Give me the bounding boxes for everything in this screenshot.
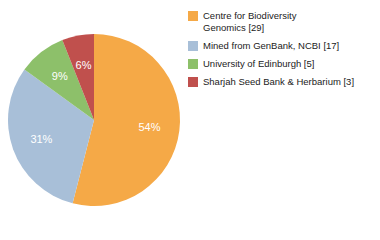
legend-swatch bbox=[188, 77, 198, 87]
data-label: 54% bbox=[138, 121, 160, 133]
pie bbox=[8, 34, 180, 206]
data-label: 6% bbox=[76, 59, 92, 71]
data-labels: 54% 31% 9% 6% bbox=[30, 59, 160, 145]
data-label: 9% bbox=[52, 70, 68, 82]
chart: 54% 31% 9% 6% Centre for BiodiversityGenomic… bbox=[0, 0, 380, 240]
legend: Centre for BiodiversityGenomics [29] Mine… bbox=[188, 10, 354, 87]
legend-item: Mined from GenBank, NCBI [17] bbox=[188, 40, 339, 51]
legend-label: Centre for BiodiversityGenomics [29] bbox=[203, 10, 297, 33]
legend-item: University of Edinburgh [5] bbox=[188, 58, 314, 69]
legend-item: Centre for BiodiversityGenomics [29] bbox=[188, 10, 297, 33]
legend-item: Sharjah Seed Bank & Herbarium [3] bbox=[188, 76, 354, 87]
legend-label: Sharjah Seed Bank & Herbarium [3] bbox=[203, 76, 354, 87]
legend-label: University of Edinburgh [5] bbox=[203, 58, 314, 69]
legend-swatch bbox=[188, 11, 198, 21]
legend-swatch bbox=[188, 41, 198, 51]
legend-label: Mined from GenBank, NCBI [17] bbox=[203, 40, 339, 51]
legend-swatch bbox=[188, 59, 198, 69]
data-label: 31% bbox=[30, 133, 52, 145]
